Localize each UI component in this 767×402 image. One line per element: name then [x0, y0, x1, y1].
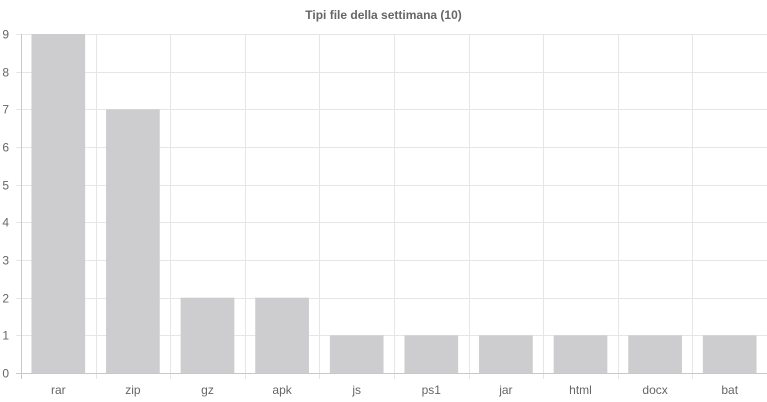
x-tick-label: zip: [125, 383, 141, 397]
y-tick-label: 7: [2, 103, 9, 117]
bar-gz[interactable]: [180, 297, 235, 373]
bar-docx[interactable]: [628, 335, 682, 373]
bar-zip[interactable]: [106, 109, 160, 373]
y-tick-label: 8: [2, 66, 9, 80]
y-tick-label: 5: [2, 179, 9, 193]
y-tick-label: 6: [2, 141, 9, 155]
x-tick-label: ps1: [422, 383, 442, 397]
x-tick-label: rar: [51, 383, 66, 397]
y-tick-label: 4: [2, 216, 9, 230]
x-tick-label: docx: [642, 383, 667, 397]
bar-rar[interactable]: [31, 34, 86, 373]
x-tick-label: apk: [272, 383, 292, 397]
y-tick-label: 2: [2, 292, 9, 306]
x-tick-label: html: [569, 383, 592, 397]
bar-js[interactable]: [329, 335, 384, 373]
x-tick-label: bat: [721, 383, 738, 397]
bar-ps1[interactable]: [404, 335, 459, 373]
y-tick-label: 1: [2, 329, 9, 343]
bar-bat[interactable]: [702, 335, 757, 373]
y-tick-label: 0: [2, 367, 9, 381]
bar-jar[interactable]: [479, 335, 533, 373]
tick-labels: 0 1 2 3 4 5 6 7 8 9 rar zip gz apk js ps1 jar html docx bat: [2, 28, 738, 398]
y-tick-label: 9: [2, 28, 9, 42]
y-tick-label: 3: [2, 254, 9, 268]
chart-title: Tipi file della settimana (10): [305, 8, 462, 22]
x-tick-label: js: [351, 383, 361, 397]
axes: [16, 34, 767, 379]
x-tick-label: jar: [498, 383, 512, 397]
bar-html[interactable]: [553, 335, 608, 373]
x-tick-label: gz: [201, 383, 214, 397]
bar-apk[interactable]: [255, 297, 309, 373]
bars: [31, 34, 757, 373]
